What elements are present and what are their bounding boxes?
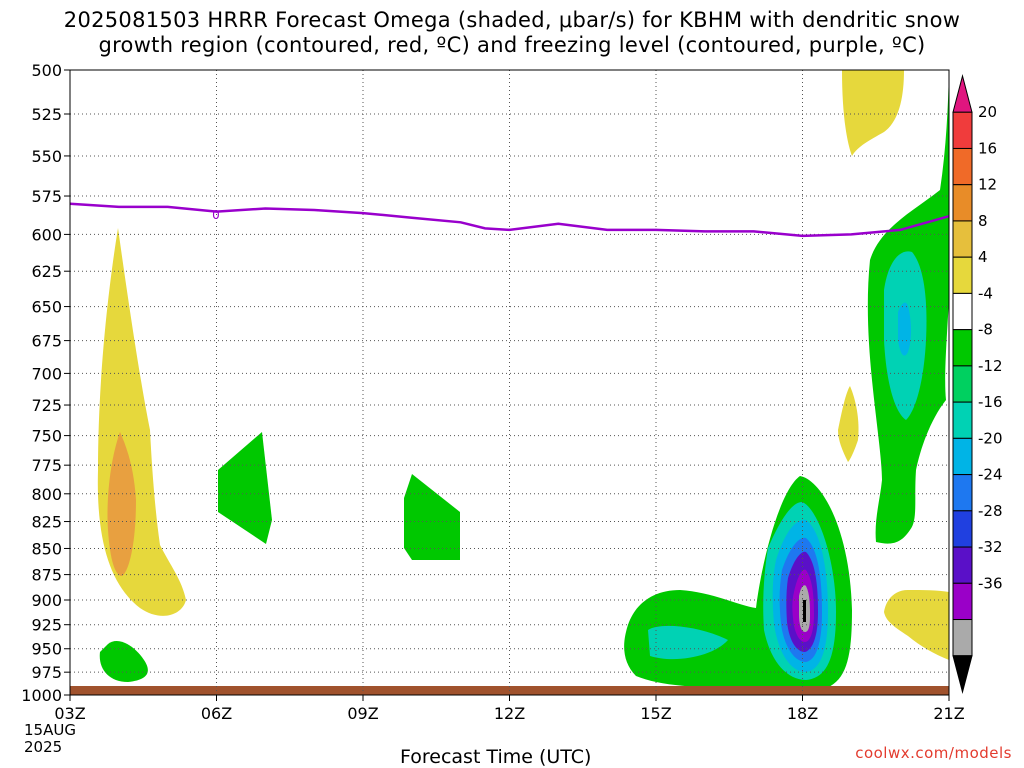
colorbar-label: -8 — [978, 321, 993, 339]
colorbar-swatch — [952, 582, 973, 621]
colorbar-label: -28 — [978, 502, 1003, 520]
x-tick-label: 03Z — [54, 704, 85, 723]
x-tick-label: 21Z — [933, 704, 964, 723]
colorbar-label: 16 — [978, 139, 997, 157]
x-tick-label: 12Z — [494, 704, 525, 723]
colorbar-cap-bottom — [952, 655, 973, 694]
y-tick-label: 675 — [31, 332, 62, 351]
y-axis: 500 525 550 575 600 625 650 675 700 725 750 775 800 8… — [21, 61, 70, 705]
colorbar-label: -4 — [978, 284, 993, 302]
colorbar-cap-top — [952, 74, 973, 113]
x-axis-label: Forecast Time (UTC) — [400, 746, 592, 768]
y-tick-label: 825 — [31, 513, 62, 532]
colorbar-swatch — [952, 256, 973, 294]
title-line-1: 2025081503 HRRR Forecast Omega (shaded, … — [63, 8, 961, 32]
negative-omega-small-1 — [99, 641, 148, 682]
y-tick-label: 925 — [31, 616, 62, 635]
negative-omega-blob-1 — [218, 432, 272, 544]
y-tick-label: 875 — [31, 566, 62, 585]
shaded-fields — [70, 70, 949, 695]
colorbar-label: -36 — [978, 574, 1003, 592]
positive-omega-core — [107, 432, 136, 576]
colorbar-swatch — [952, 329, 973, 367]
x-axis: 03Z 06Z 09Z 12Z 15Z 18Z 21Z — [54, 695, 965, 723]
colorbar-label: 20 — [978, 103, 997, 121]
colorbar-swatch — [952, 510, 973, 548]
positive-omega-top-right — [842, 70, 904, 156]
y-tick-label: 900 — [31, 591, 62, 610]
y-tick-label: 800 — [31, 485, 62, 504]
colorbar-swatch — [952, 292, 973, 331]
x-tick-label: 18Z — [787, 704, 818, 723]
colorbar-swatch — [952, 401, 973, 439]
colorbar-label: 12 — [978, 176, 997, 194]
chart-title: 2025081503 HRRR Forecast Omega (shaded, … — [0, 8, 1024, 58]
y-tick-label: 775 — [31, 456, 62, 475]
colorbar-swatch — [952, 365, 973, 403]
y-tick-label: 1000 — [21, 686, 62, 705]
colorbar-label: -20 — [978, 429, 1003, 447]
y-tick-label: 850 — [31, 539, 62, 558]
watermark: coolwx.com/models — [855, 744, 1012, 762]
colorbar-swatch — [952, 147, 973, 186]
y-tick-label: 700 — [31, 364, 62, 383]
colorbar-swatch — [952, 437, 973, 476]
grid — [70, 70, 949, 695]
y-tick-label: 525 — [31, 105, 62, 124]
y-tick-label: 950 — [31, 640, 62, 659]
colorbar: 20 16 12 8 4 -4 -8 -12 -16 -20 -24 -28 -32 -36 — [952, 74, 1003, 694]
title-line-2: growth region (contoured, red, ºC) and f… — [98, 33, 926, 57]
omega-band-right-m16 — [898, 302, 911, 356]
colorbar-swatch — [952, 220, 973, 258]
y-tick-label: 975 — [31, 663, 62, 682]
colorbar-label: -24 — [978, 466, 1003, 484]
colorbar-label: 4 — [978, 248, 988, 266]
colorbar-label: 8 — [978, 212, 988, 230]
y-tick-label: 500 — [31, 61, 62, 80]
y-tick-label: 550 — [31, 147, 62, 166]
y-tick-label: 600 — [31, 225, 62, 244]
omega-band-m8 — [648, 625, 728, 660]
freezing-level-label: 0 — [212, 208, 220, 222]
freezing-level-line — [69, 202, 950, 238]
omega-band-m36 — [803, 600, 806, 622]
x-tick-label: 15Z — [640, 704, 671, 723]
colorbar-label: -16 — [978, 393, 1003, 411]
y-tick-label: 625 — [31, 262, 62, 281]
y-tick-label: 650 — [31, 298, 62, 317]
colorbar-label: -32 — [978, 538, 1003, 556]
colorbar-label: -12 — [978, 357, 1003, 375]
x-tick-label: 09Z — [347, 704, 378, 723]
y-tick-label: 575 — [31, 187, 62, 206]
negative-omega-blob-2 — [404, 474, 460, 560]
start-date-day: 15AUG — [24, 721, 76, 739]
colorbar-swatch — [952, 619, 973, 657]
y-tick-label: 750 — [31, 427, 62, 446]
colorbar-swatch — [952, 546, 973, 584]
positive-omega-lower-right — [884, 590, 949, 660]
positive-omega-small-right — [838, 386, 859, 462]
start-date-label: 15AUG 2025 — [24, 722, 76, 756]
colorbar-swatch — [952, 474, 973, 512]
x-tick-label: 06Z — [201, 704, 232, 723]
colorbar-swatch — [952, 184, 973, 222]
colorbar-swatch — [952, 111, 973, 149]
start-date-year: 2025 — [24, 738, 63, 756]
y-tick-label: 725 — [31, 396, 62, 415]
